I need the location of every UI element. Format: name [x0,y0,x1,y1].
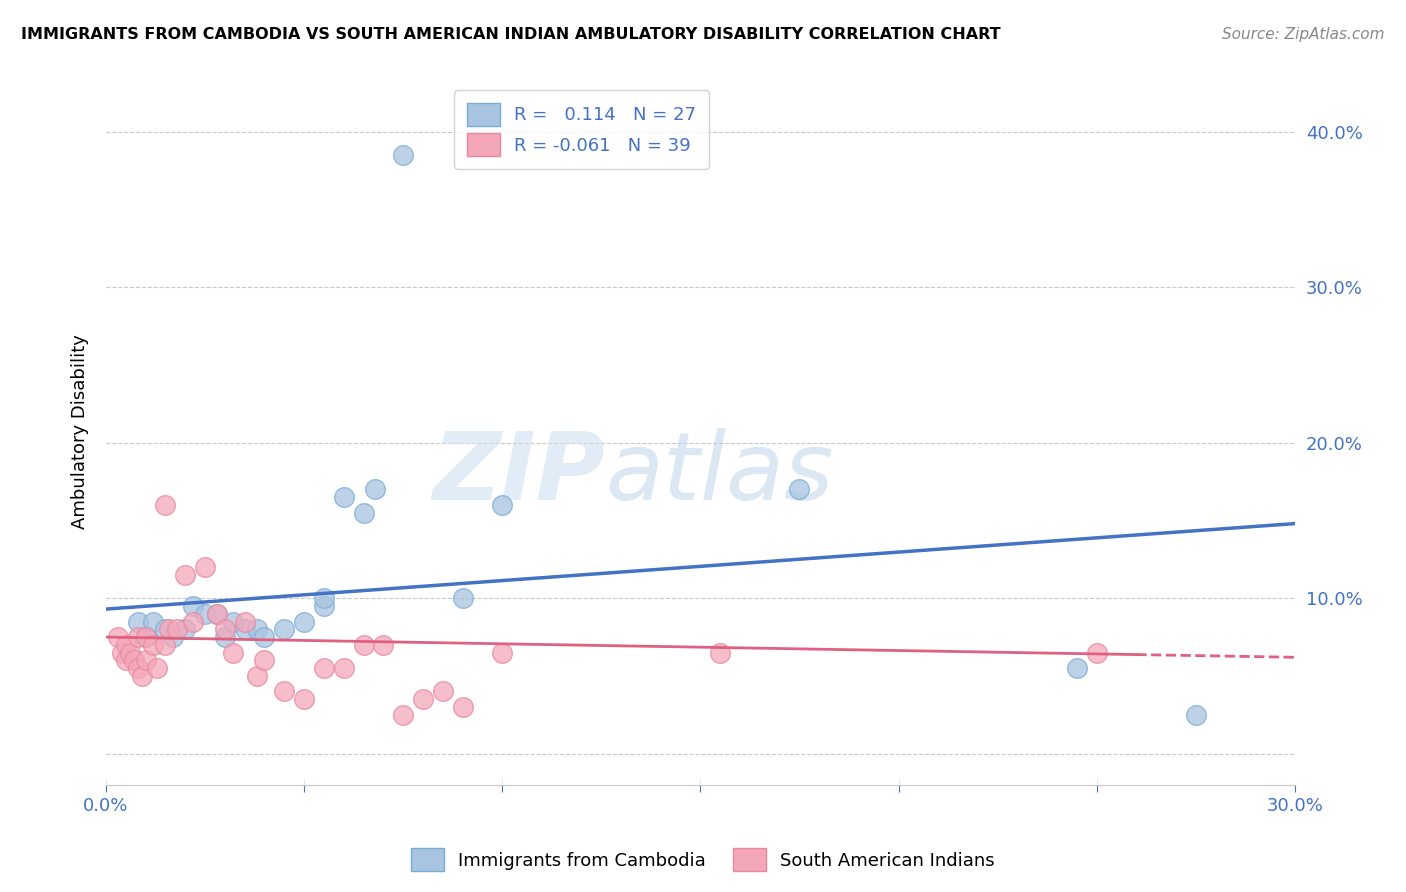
Point [273,684,295,698]
Point [432,684,454,698]
Point [233,622,256,636]
Point [312,591,335,606]
Point [214,630,236,644]
Point [142,615,165,629]
Point [122,653,145,667]
Point [135,630,157,644]
Point [1185,707,1208,722]
Point [222,615,245,629]
Point [491,498,513,512]
Point [373,638,395,652]
Point [135,653,157,667]
Point [253,653,276,667]
Point [332,661,354,675]
Point [127,615,149,629]
Point [118,646,141,660]
Point [353,506,375,520]
Point [174,622,197,636]
Point [1085,646,1108,660]
Point [332,490,354,504]
Point [181,615,204,629]
Point [709,646,731,660]
Point [364,483,387,497]
Point [292,692,315,706]
Point [157,622,180,636]
Text: atlas: atlas [605,428,834,519]
Point [451,700,474,714]
Point [353,638,375,652]
Point [107,630,129,644]
Point [205,607,228,621]
Point [222,646,245,660]
Text: ZIP: ZIP [433,427,605,519]
Point [155,638,177,652]
Point [245,669,267,683]
Point [1066,661,1088,675]
Legend: R =   0.114   N = 27, R = -0.061   N = 39: R = 0.114 N = 27, R = -0.061 N = 39 [454,90,709,169]
Point [155,622,177,636]
Point [253,630,276,644]
Point [155,498,177,512]
Point [181,599,204,613]
Text: IMMIGRANTS FROM CAMBODIA VS SOUTH AMERICAN INDIAN AMBULATORY DISABILITY CORRELAT: IMMIGRANTS FROM CAMBODIA VS SOUTH AMERIC… [21,27,1001,42]
Point [174,567,197,582]
Point [146,661,169,675]
Point [142,638,165,652]
Point [233,615,256,629]
Point [166,622,188,636]
Point [273,622,295,636]
Point [392,707,415,722]
Point [312,661,335,675]
Point [194,560,217,574]
Point [127,661,149,675]
Point [491,646,513,660]
Point [412,692,434,706]
Point [451,591,474,606]
Point [205,607,228,621]
Text: Source: ZipAtlas.com: Source: ZipAtlas.com [1222,27,1385,42]
Point [292,615,315,629]
Legend: Immigrants from Cambodia, South American Indians: Immigrants from Cambodia, South American… [404,841,1002,879]
Point [162,630,184,644]
Point [114,638,136,652]
Point [312,599,335,613]
Point [127,630,149,644]
Y-axis label: Ambulatory Disability: Ambulatory Disability [72,334,89,529]
Point [245,622,267,636]
Point [111,646,134,660]
Point [789,483,811,497]
Point [194,607,217,621]
Point [135,630,157,644]
Point [392,148,415,162]
Point [214,622,236,636]
Point [114,653,136,667]
Point [131,669,153,683]
